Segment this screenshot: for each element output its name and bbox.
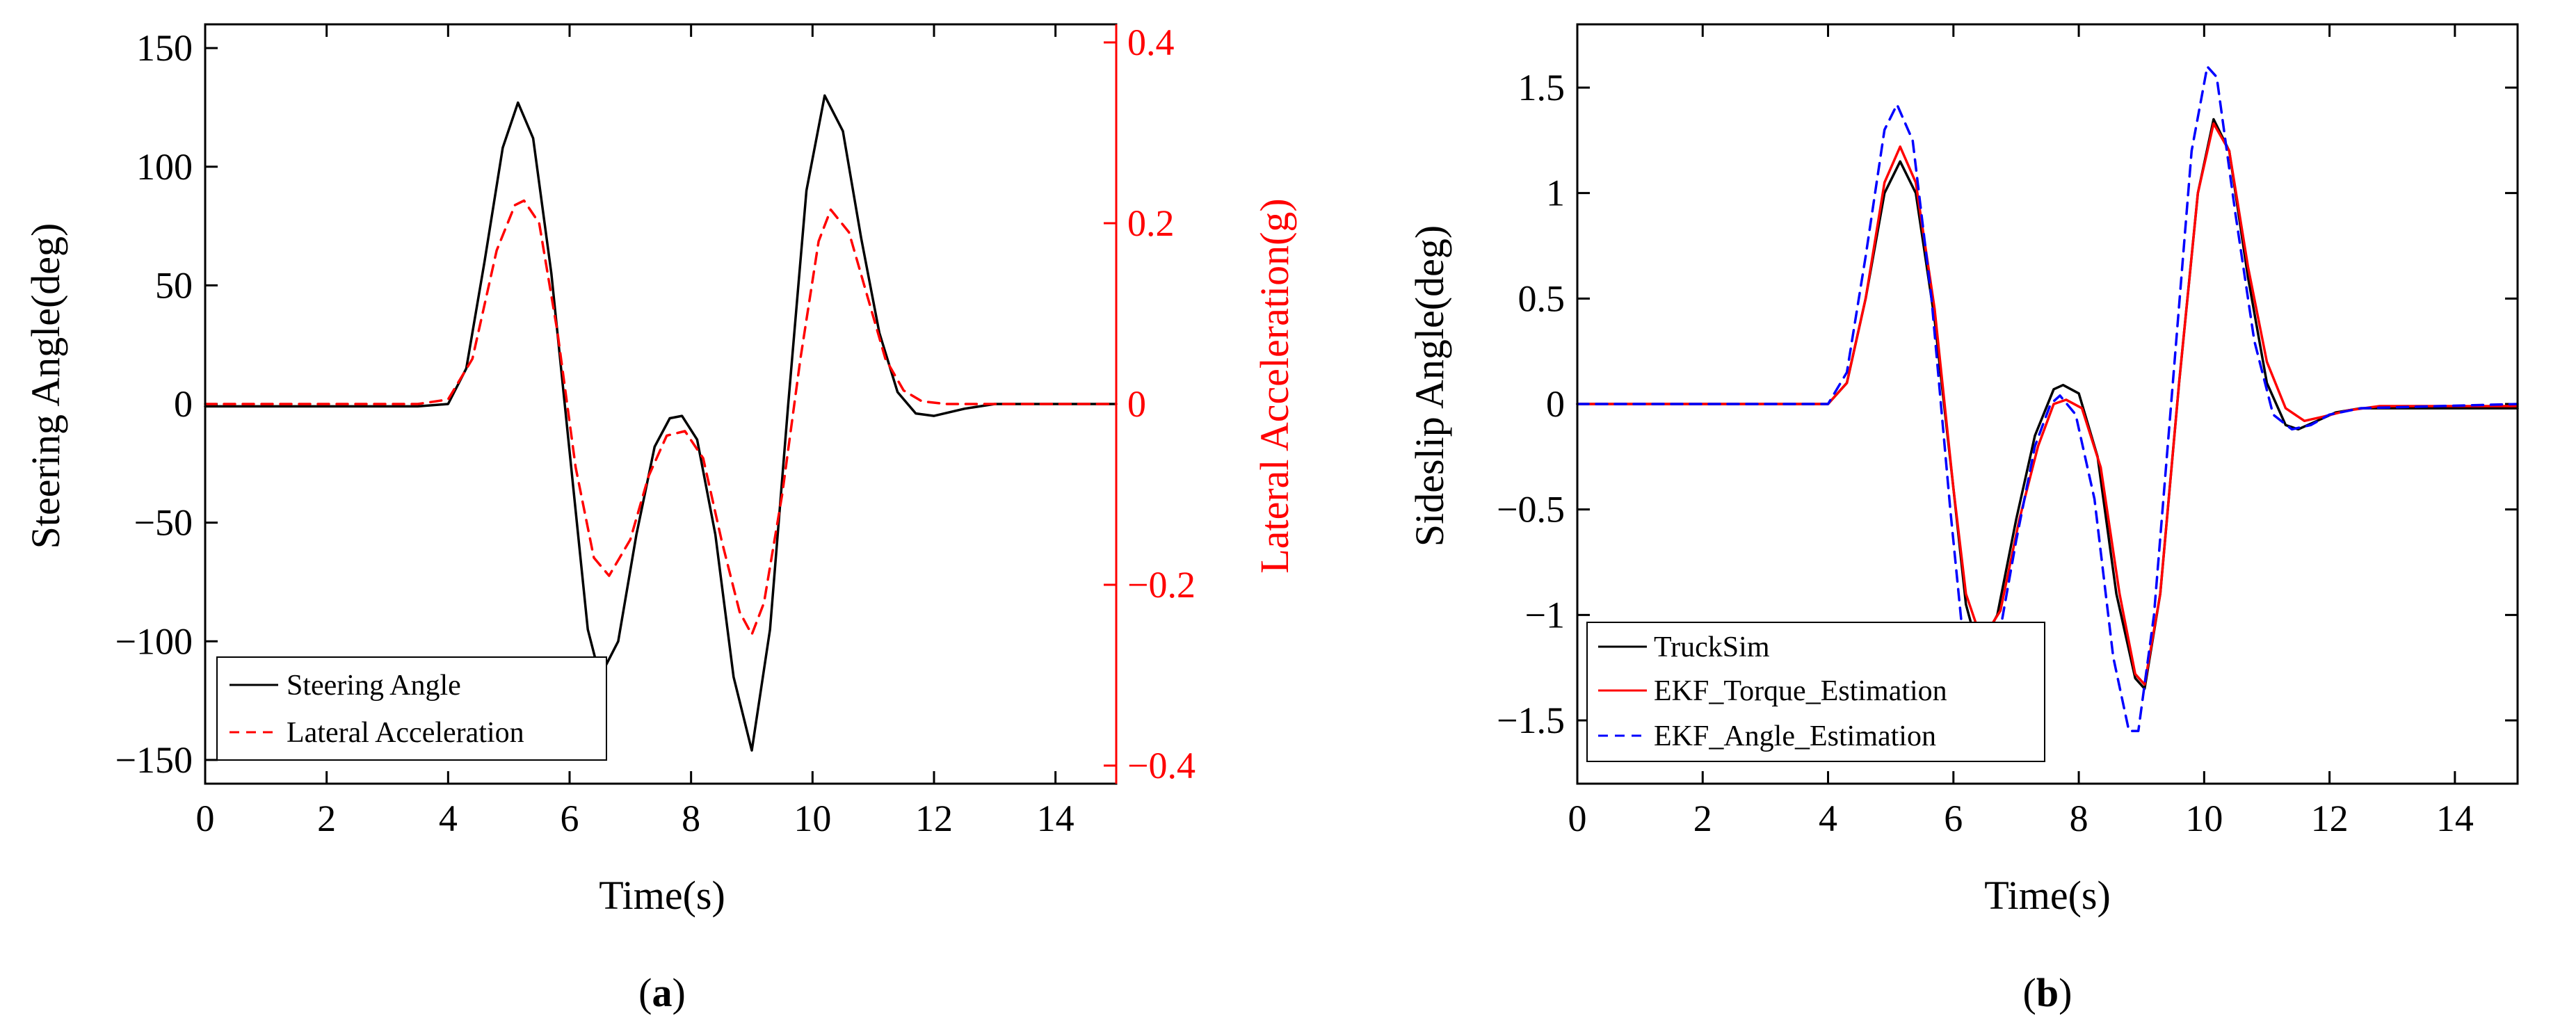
b-x-tick-label: 4 xyxy=(1819,798,1837,839)
a-y-tick-label: 100 xyxy=(136,146,193,188)
b-legend-label-torque: EKF_Torque_Estimation xyxy=(1654,675,1947,707)
a-series-line-lateral-acceleration xyxy=(204,199,1118,636)
b-y-tick-label: 1.5 xyxy=(1518,67,1565,108)
b-legend-label-trucksim: TruckSim xyxy=(1654,631,1770,663)
a-x-tick-label: 6 xyxy=(561,798,579,839)
b-x-tick-label: 8 xyxy=(2070,798,2088,839)
b-x-tick-label: 6 xyxy=(1944,798,1963,839)
b-x-tick-label: 12 xyxy=(2311,798,2349,839)
a-x-tick-label: 8 xyxy=(682,798,700,839)
b-x-tick-label: 2 xyxy=(1693,798,1712,839)
a-legend-label-steering: Steering Angle xyxy=(287,670,461,702)
a-y-right-tick-label: −0.2 xyxy=(1127,564,1196,606)
a-y-tick-label: 150 xyxy=(136,27,193,69)
a-x-tick-label: 12 xyxy=(915,798,953,839)
a-panel-letter: a xyxy=(652,970,673,1015)
b-y-tick-label: 1 xyxy=(1546,172,1565,214)
a-y-tick-label: −50 xyxy=(134,502,193,544)
a-y-tick-label: −150 xyxy=(115,739,193,781)
a-x-tick-label: 10 xyxy=(794,798,831,839)
a-y-tick-label: −100 xyxy=(115,620,193,662)
b-legend-label-angle: EKF_Angle_Estimation xyxy=(1654,720,1936,752)
a-y-right-ticks: 0.4 0.2 0 −0.2 −0.4 xyxy=(1104,22,1196,786)
b-y-tick-label: 0 xyxy=(1546,383,1565,425)
a-x-tick-label: 4 xyxy=(439,798,458,839)
b-series-line-ekf-angle-estimation xyxy=(1576,65,2519,732)
a-y-tick-label: 50 xyxy=(155,264,193,306)
a-panel-label: (a) xyxy=(638,970,686,1015)
b-y-tick-label: 0.5 xyxy=(1518,277,1565,319)
b-series-line-ekf-torque-estimation xyxy=(1576,122,2519,686)
a-y-right-axis-label: Lateral Acceleration(g) xyxy=(1252,198,1297,573)
b-x-ticks: 0 2 4 6 8 10 12 14 xyxy=(1568,24,2474,839)
b-x-tick-label: 14 xyxy=(2436,798,2474,839)
b-legend: TruckSim EKF_Torque_Estimation EKF_Angle… xyxy=(1586,622,2045,762)
a-y-right-tick-label: 0.2 xyxy=(1127,202,1175,244)
b-y-ticks: 1.5 1 0.5 0 −0.5 −1 −1.5 xyxy=(1497,67,2518,741)
a-x-tick-label: 0 xyxy=(196,798,215,839)
a-series-lines xyxy=(204,94,1118,752)
a-legend-box xyxy=(216,656,607,761)
b-x-tick-label: 0 xyxy=(1568,798,1587,839)
a-x-tick-label: 14 xyxy=(1037,798,1074,839)
b-plot-frame xyxy=(1576,23,2519,785)
b-x-tick-label: 10 xyxy=(2185,798,2223,839)
panel-b: 0 2 4 6 8 10 12 14 1.5 1 0.5 0 −0.5 −1 −1.5 Time(s) S… xyxy=(1407,23,2519,1015)
b-y-tick-label: −1.5 xyxy=(1497,700,1565,741)
b-x-axis-label: Time(s) xyxy=(1984,873,2111,918)
b-y-axis-label: Sideslip Angle(deg) xyxy=(1407,225,1452,547)
b-series-lines xyxy=(1576,65,2519,732)
a-y-ticks: 150 100 50 0 −50 −100 −150 xyxy=(115,27,218,781)
b-legend-box xyxy=(1586,622,2045,762)
a-x-axis-label: Time(s) xyxy=(599,873,725,918)
a-y-right-tick-label: −0.4 xyxy=(1127,745,1196,786)
a-legend: Steering Angle Lateral Acceleration xyxy=(216,656,607,761)
b-panel-label: (b) xyxy=(2023,970,2072,1015)
a-y-right-tick-label: 0 xyxy=(1127,383,1146,425)
b-panel-letter: b xyxy=(2036,970,2059,1015)
a-y-right-tick-label: 0.4 xyxy=(1127,22,1175,63)
a-legend-label-lateral: Lateral Acceleration xyxy=(287,717,524,749)
a-series-line-steering-angle xyxy=(204,94,1118,752)
a-x-ticks: 0 2 4 6 8 10 12 14 xyxy=(196,24,1074,839)
b-y-tick-label: −0.5 xyxy=(1497,489,1565,531)
a-y-axis-label: Steering Angle(deg) xyxy=(23,223,68,549)
b-y-tick-label: −1 xyxy=(1525,594,1565,636)
a-y-tick-label: 0 xyxy=(174,383,193,425)
a-x-tick-label: 2 xyxy=(317,798,336,839)
